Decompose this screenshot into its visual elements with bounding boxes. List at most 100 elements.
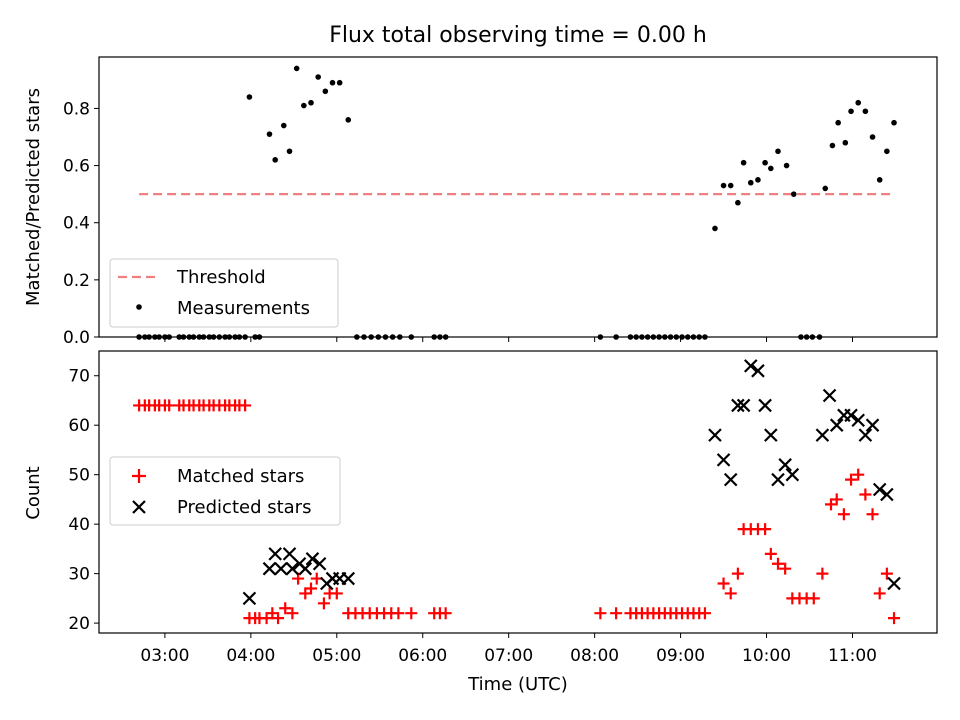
measurement-point: [727, 182, 734, 189]
measurement-point: [720, 182, 727, 189]
measurement-point: [266, 131, 273, 137]
x-tick-label: 05:00: [312, 646, 361, 666]
x-axis-label: Time (UTC): [467, 674, 568, 695]
predicted-star-marker: [829, 418, 844, 432]
legend-predicted-swatch: [132, 500, 146, 514]
measurement-point: [876, 177, 883, 183]
top-legend-box: [109, 258, 339, 328]
x-tick-label: 11:00: [828, 646, 877, 666]
y-tick-label: 70: [68, 367, 90, 387]
top-panel: 0.00.20.40.60.8 Matched/Predicted stars …: [23, 56, 938, 348]
legend-matched-label: Matched stars: [177, 466, 304, 487]
predicted-star-marker: [274, 561, 288, 576]
bottom-legend: Matched stars Predicted stars: [109, 456, 341, 526]
predicted-star-marker: [865, 418, 880, 432]
matched-star-marker: [845, 473, 858, 486]
measurement-point: [768, 165, 774, 172]
predicted-star-marker: [268, 547, 282, 561]
matched-star-marker: [837, 508, 850, 521]
x-tick-label: 09:00: [656, 646, 705, 666]
matched-star-marker: [724, 587, 737, 600]
y-tick-label: 0.8: [63, 99, 90, 119]
predicted-star-marker: [298, 561, 313, 576]
matched-star-marker: [880, 567, 893, 580]
predicted-star-marker: [708, 428, 722, 442]
matched-star-marker: [610, 607, 623, 620]
matched-star-marker: [852, 468, 865, 481]
measurement-point: [884, 148, 890, 155]
predicted-star-marker: [305, 552, 320, 566]
matched-star-marker: [759, 523, 772, 536]
predicted-star-marker: [764, 428, 778, 442]
predicted-star-marker: [822, 388, 837, 403]
predicted-star-marker: [858, 428, 873, 442]
predicted-star-marker: [751, 364, 765, 378]
matched-star-marker: [731, 567, 744, 580]
matched-star-marker: [717, 577, 730, 590]
matched-star-marker: [239, 399, 252, 412]
x-tick-label: 04:00: [226, 646, 275, 666]
measurement-point: [322, 88, 329, 95]
measurement-point: [869, 134, 876, 140]
matched-star-marker: [163, 399, 176, 412]
predicted-star-marker: [844, 408, 858, 423]
matched-star-marker: [317, 597, 330, 610]
matched-star-marker: [771, 557, 784, 570]
matched-star-marker: [779, 562, 792, 575]
y-tick-label: 0.2: [63, 271, 90, 291]
x-tick-label: 10:00: [742, 646, 791, 666]
matched-star-marker: [807, 592, 820, 605]
matched-star-marker: [439, 607, 452, 620]
matched-star-marker: [859, 488, 872, 501]
predicted-star-marker: [851, 413, 865, 428]
matched-star-marker: [873, 587, 886, 600]
bottom-axis-ticks: 20 30 40 50 60 70 03:00 04:00 05:00 06:00 07:00 08:…: [68, 367, 877, 666]
matched-star-marker: [279, 602, 292, 615]
matched-star-marker: [866, 508, 879, 521]
measurement-point: [862, 108, 869, 115]
measurement-point: [783, 162, 790, 169]
matched-star-marker: [392, 607, 405, 620]
measurement-point: [301, 102, 307, 109]
predicted-star-marker: [262, 561, 277, 576]
matched-star-marker: [330, 587, 343, 600]
predicted-star-marker: [736, 398, 751, 413]
predicted-star-marker: [785, 467, 800, 482]
matched-star-marker: [816, 567, 829, 580]
predicted-star-marker: [815, 428, 830, 442]
measurement-point: [735, 199, 741, 206]
measurement-point: [822, 185, 829, 192]
measurement-point: [272, 157, 278, 163]
predicted-star-marker: [880, 487, 894, 502]
predicted-star-marker: [723, 472, 738, 487]
measurement-point: [329, 79, 336, 86]
measurement-point: [891, 119, 897, 126]
measurement-point: [747, 179, 754, 186]
y-tick-label: 50: [68, 466, 90, 486]
predicted-star-marker: [731, 398, 745, 413]
measurement-point: [790, 191, 797, 197]
matched-star-marker: [764, 547, 777, 560]
measurement-point: [293, 65, 300, 72]
legend-matched-swatch: [132, 469, 146, 483]
top-y-axis-label: Matched/Predicted stars: [23, 88, 44, 306]
top-axis-ticks: 0.0 0.2 0.4 0.6 0.8: [63, 99, 853, 348]
measurement-point: [315, 74, 321, 80]
y-tick-label: 60: [68, 416, 90, 436]
y-tick-label: 0.6: [63, 157, 90, 177]
predicted-star-marker: [771, 472, 785, 487]
y-tick-label: 30: [68, 565, 90, 585]
matched-star-marker: [698, 607, 711, 620]
y-tick-label: 0.0: [63, 328, 90, 348]
bottom-y-axis-label: Count: [23, 466, 44, 519]
predicted-star-marker: [872, 482, 887, 497]
legend-measurement-swatch: [136, 304, 142, 310]
matched-star-marker: [830, 493, 843, 506]
x-tick-label: 03:00: [140, 646, 189, 666]
matched-star-markers: [133, 399, 901, 625]
measurement-point: [829, 142, 836, 149]
bottom-panel: 20 30 40 50 60 70 03:00 04:00 05:00 06:00 07:00 08:…: [23, 350, 938, 695]
matched-star-marker: [405, 607, 418, 620]
top-axes-frame: [98, 56, 938, 338]
